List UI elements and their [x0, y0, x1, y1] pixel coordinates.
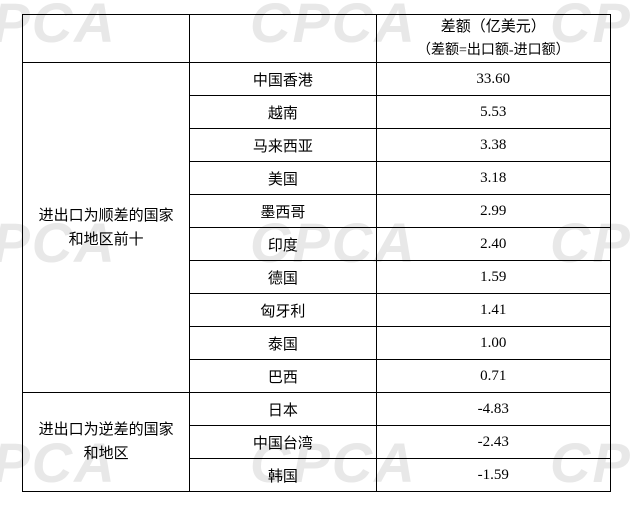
value-cell: 5.53 — [376, 96, 610, 129]
region-cell: 越南 — [190, 96, 376, 129]
region-cell: 德国 — [190, 261, 376, 294]
value-cell: -4.83 — [376, 393, 610, 426]
value-cell: 0.71 — [376, 360, 610, 393]
region-cell: 巴西 — [190, 360, 376, 393]
region-cell: 中国台湾 — [190, 426, 376, 459]
region-cell: 中国香港 — [190, 63, 376, 96]
table-header-row: 差额（亿美元） （差额=出口额-进口额） — [23, 15, 611, 63]
region-cell: 马来西亚 — [190, 129, 376, 162]
header-value-line1: 差额（亿美元） — [441, 19, 546, 35]
value-cell: 1.41 — [376, 294, 610, 327]
group-label: 进出口为逆差的国家和地区 — [23, 393, 190, 492]
header-value: 差额（亿美元） （差额=出口额-进口额） — [376, 15, 610, 63]
header-group — [23, 15, 190, 63]
region-cell: 匈牙利 — [190, 294, 376, 327]
region-cell: 日本 — [190, 393, 376, 426]
trade-balance-table: 差额（亿美元） （差额=出口额-进口额） 进出口为顺差的国家和地区前十中国香港3… — [22, 14, 611, 492]
value-cell: 1.59 — [376, 261, 610, 294]
table-row: 进出口为逆差的国家和地区日本-4.83 — [23, 393, 611, 426]
table-container: 差额（亿美元） （差额=出口额-进口额） 进出口为顺差的国家和地区前十中国香港3… — [0, 0, 633, 506]
group-label-line1: 进出口为顺差的国家 — [39, 208, 174, 224]
group-label-line1: 进出口为逆差的国家 — [39, 422, 174, 438]
table-row: 进出口为顺差的国家和地区前十中国香港33.60 — [23, 63, 611, 96]
header-value-line2: （差额=出口额-进口额） — [417, 43, 570, 58]
region-cell: 泰国 — [190, 327, 376, 360]
value-cell: 3.18 — [376, 162, 610, 195]
table-body: 进出口为顺差的国家和地区前十中国香港33.60越南5.53马来西亚3.38美国3… — [23, 63, 611, 492]
region-cell: 印度 — [190, 228, 376, 261]
value-cell: -1.59 — [376, 459, 610, 492]
group-label: 进出口为顺差的国家和地区前十 — [23, 63, 190, 393]
region-cell: 韩国 — [190, 459, 376, 492]
value-cell: -2.43 — [376, 426, 610, 459]
value-cell: 33.60 — [376, 63, 610, 96]
group-label-line2: 和地区 — [84, 446, 129, 462]
value-cell: 3.38 — [376, 129, 610, 162]
value-cell: 2.99 — [376, 195, 610, 228]
value-cell: 1.00 — [376, 327, 610, 360]
header-region — [190, 15, 376, 63]
region-cell: 墨西哥 — [190, 195, 376, 228]
region-cell: 美国 — [190, 162, 376, 195]
value-cell: 2.40 — [376, 228, 610, 261]
group-label-line2: 和地区前十 — [69, 232, 144, 248]
